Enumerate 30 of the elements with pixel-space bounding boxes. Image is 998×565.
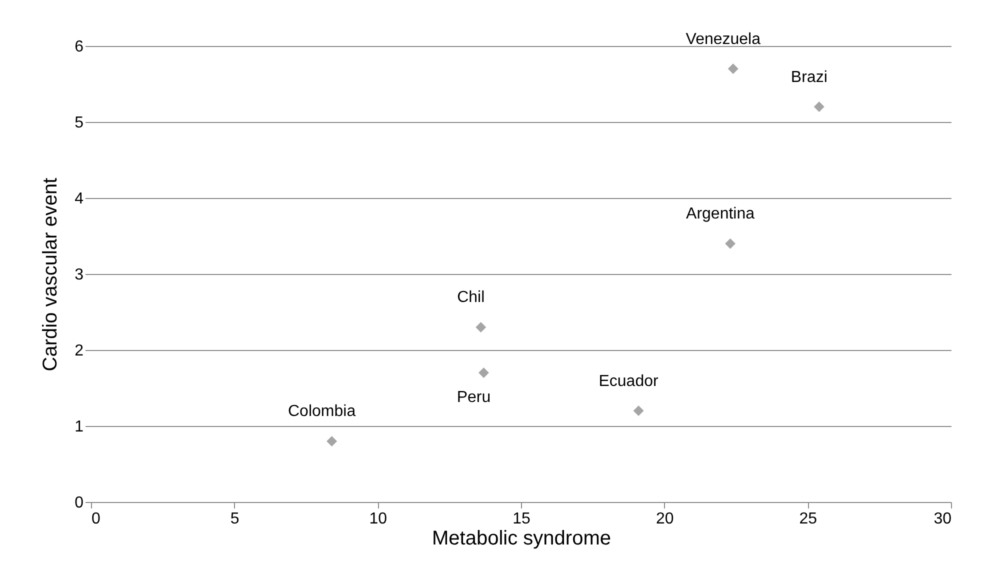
point [725, 238, 736, 249]
point [814, 102, 824, 112]
y-tick-label: 0 [74, 494, 84, 512]
x-axis-title: Metabolic syndrome [432, 528, 611, 550]
point [633, 406, 644, 416]
y-tick-label: 4 [74, 190, 84, 208]
x-tick-label: 0 [92, 510, 100, 528]
y-axis-title: Cardio vascular event [40, 177, 62, 372]
y-tick-label: 3 [74, 266, 84, 284]
annotation: Peru [456, 388, 491, 406]
annotation: Venezuela [686, 30, 761, 48]
x-tick-label: 30 [934, 510, 952, 528]
annotation: Colombia [288, 403, 356, 420]
point [728, 64, 738, 74]
y-tick-label: 1 [74, 418, 84, 436]
x-tick-label: 5 [230, 510, 240, 528]
x-tick-label: 20 [656, 510, 674, 528]
y-tick-label: 2 [74, 342, 84, 360]
x-tick-label: 25 [799, 510, 818, 528]
point [478, 368, 489, 378]
y-tick-label: 5 [74, 114, 84, 132]
point [326, 436, 338, 446]
annotation: Argentina [686, 206, 755, 223]
annotation: Chil [457, 289, 485, 306]
annotation: Brazi [790, 68, 828, 86]
x-tick-label: 10 [369, 510, 388, 528]
point [476, 322, 486, 332]
x-tick-label: 15 [512, 510, 530, 528]
y-tick-label: 6 [74, 38, 84, 56]
annotation: Ecuador [598, 372, 659, 390]
